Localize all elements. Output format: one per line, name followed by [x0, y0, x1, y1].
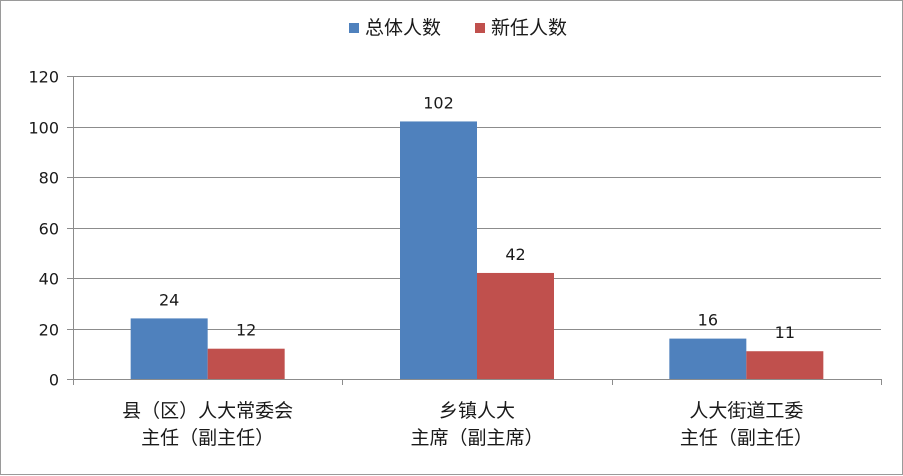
bar	[669, 338, 747, 379]
legend: 总体人数 新任人数	[349, 17, 567, 39]
y-tick-label: 120	[28, 68, 59, 87]
x-category-label: 乡镇人大	[439, 400, 515, 422]
data-label: 16	[698, 311, 718, 330]
x-category-label: 人大街道工委	[689, 400, 803, 422]
data-label: 12	[236, 321, 256, 340]
x-category-label: 主任（副主任）	[141, 427, 274, 449]
data-labels: 24 12 102 42 16 11	[159, 93, 795, 342]
data-label: 42	[505, 245, 525, 264]
y-tick-label: 40	[39, 270, 59, 289]
axes: 020406080100120县（区）人大常委会主任（副主任）乡镇人大主席（副主…	[28, 68, 882, 449]
legend-label: 总体人数	[365, 17, 441, 39]
bars	[130, 121, 824, 379]
legend-label: 新任人数	[491, 17, 567, 39]
legend-swatch	[475, 23, 485, 33]
bar	[477, 272, 554, 379]
bar	[746, 351, 824, 379]
y-tick-label: 80	[39, 169, 59, 188]
x-category-label: 主席（副主席）	[410, 427, 543, 449]
y-tick-label: 0	[49, 371, 59, 390]
data-label: 102	[423, 93, 454, 112]
data-label: 24	[159, 290, 179, 309]
bar	[400, 121, 477, 379]
x-category-label: 主任（副主任）	[680, 427, 813, 449]
y-tick-label: 20	[39, 321, 59, 340]
y-tick-label: 100	[28, 119, 59, 138]
bar	[130, 318, 208, 379]
y-tick-label: 60	[39, 220, 59, 239]
data-label: 11	[775, 323, 795, 342]
x-category-label: 县（区）人大常委会	[122, 400, 293, 422]
bar	[207, 348, 285, 379]
legend-swatch	[349, 23, 359, 33]
